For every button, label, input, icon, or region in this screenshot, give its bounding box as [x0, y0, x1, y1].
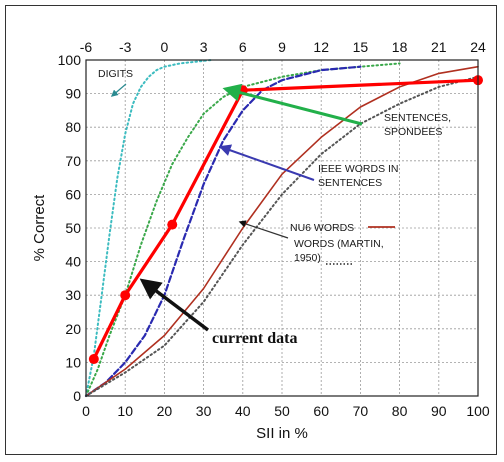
series-lines	[84, 59, 483, 398]
x-tick-label: 20	[157, 403, 173, 419]
y-tick-label: 40	[65, 254, 81, 270]
top-tick-label: 6	[239, 39, 247, 55]
top-tick-label: 18	[392, 39, 408, 55]
digits-arrow	[110, 83, 127, 97]
y-tick-label: 50	[65, 220, 81, 236]
x-tick-label: 80	[392, 403, 408, 419]
series-line-sentences-spondees	[85, 62, 401, 397]
y-tick-label: 10	[65, 354, 81, 370]
x-tick-label: 30	[196, 403, 212, 419]
series-line-digits	[85, 59, 213, 397]
series-line-ieee-words-in-sentences	[84, 65, 362, 398]
current-data-arrow	[139, 278, 210, 332]
y-tick-label: 20	[65, 321, 81, 337]
top-tick-label: 0	[161, 39, 169, 55]
y-tick-label: 70	[65, 153, 81, 169]
annotation-sentences: SENTENCES,	[384, 112, 451, 124]
data-point-current-data	[120, 290, 131, 301]
y-tick-label: 60	[65, 186, 81, 202]
top-tick-label: 12	[313, 39, 329, 55]
annotation-digits: DIGITS	[98, 68, 133, 80]
x-tick-label: 90	[431, 403, 447, 419]
plot-border	[85, 59, 479, 397]
annotation-sentences: SPONDEES	[384, 126, 442, 138]
top-tick-label: 21	[431, 39, 447, 55]
y-tick-label: 80	[65, 119, 81, 135]
y-tick-label: 90	[65, 86, 81, 102]
ieee-arrow	[218, 144, 315, 181]
annotation-ieee: SENTENCES	[318, 177, 382, 189]
x-tick-label: 10	[117, 403, 133, 419]
x-tick-label: 0	[82, 403, 90, 419]
top-tick-label: 15	[353, 39, 369, 55]
x-tick-label: 50	[274, 403, 290, 419]
annotation-current: current data	[212, 330, 297, 347]
annotation-martin: WORDS (MARTIN,	[294, 238, 384, 250]
y-axis-label: % Correct	[31, 194, 48, 262]
x-tick-label: 40	[235, 403, 251, 419]
top-tick-label: -3	[119, 39, 132, 55]
annotation-martin: 1950)	[294, 252, 321, 264]
top-tick-label: 24	[470, 39, 486, 55]
x-axis-label: SII in %	[256, 425, 308, 442]
labels: DIGITS SENTENCES, SPONDEES IEEE WORDS IN SEN…	[98, 68, 451, 347]
top-tick-label: 9	[278, 39, 286, 55]
sentences-arrow	[222, 83, 363, 126]
top-tick-label: 3	[200, 39, 208, 55]
y-tick-label: 0	[73, 388, 81, 404]
words-arrow	[238, 220, 289, 239]
annotation-ieee: IEEE WORDS IN	[318, 163, 399, 175]
annotation-nu6: NU6 WORDS	[290, 222, 354, 234]
x-tick-label: 100	[466, 403, 490, 419]
data-point-current-data	[88, 354, 99, 365]
axes: 0 10 20 30 40 50 60 70 80 90 100010203040506070809…	[31, 39, 490, 442]
x-tick-label: 60	[313, 403, 329, 419]
data-point-current-data	[167, 219, 178, 230]
x-tick-label: 70	[353, 403, 369, 419]
annotation-arrows	[110, 83, 363, 332]
y-tick-label: 100	[58, 52, 82, 68]
y-tick-label: 30	[65, 287, 81, 303]
series-line-words-martin-1950	[85, 75, 479, 397]
figure-frame	[5, 5, 497, 455]
top-tick-label: -6	[80, 39, 93, 55]
